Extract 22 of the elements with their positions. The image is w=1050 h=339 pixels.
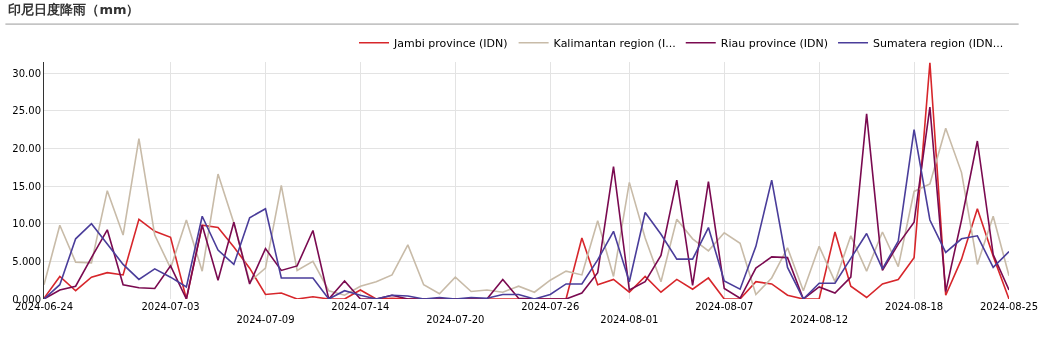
chart-title: 印尼日度降雨（mm） <box>8 2 140 18</box>
x-tick-label: 2024-08-12 <box>790 314 849 325</box>
x-tick-label: 2024-08-07 <box>695 301 754 312</box>
y-tick-label: 30.00 <box>12 67 41 79</box>
legend-label: Jambi province (IDN) <box>393 37 508 51</box>
legend-label: Kalimantan region (I... <box>553 37 676 51</box>
x-tick-label: 2024-07-03 <box>141 301 200 312</box>
line-series <box>44 62 1009 299</box>
x-tick-label: 2024-08-18 <box>885 301 944 312</box>
x-tick-label: 2024-08-25 <box>979 301 1039 312</box>
y-tick-label: 5.000 <box>12 255 41 267</box>
x-tick-label: 2024-08-01 <box>600 314 659 325</box>
x-tick-label: 2024-07-14 <box>331 301 390 312</box>
y-tick-label: 25.00 <box>12 105 41 117</box>
y-tick-label: 20.00 <box>12 143 41 155</box>
legend-label: Riau province (IDN) <box>720 37 829 51</box>
x-tick-label: 2024-07-09 <box>236 314 295 325</box>
x-tick-label: 2024-07-26 <box>521 301 580 312</box>
y-tick-label: 10.00 <box>12 218 41 230</box>
y-tick-label: 15.00 <box>12 180 41 192</box>
legend-label: Sumatera region (IDN... <box>873 37 1004 51</box>
x-tick-label: 2024-07-20 <box>426 314 485 325</box>
